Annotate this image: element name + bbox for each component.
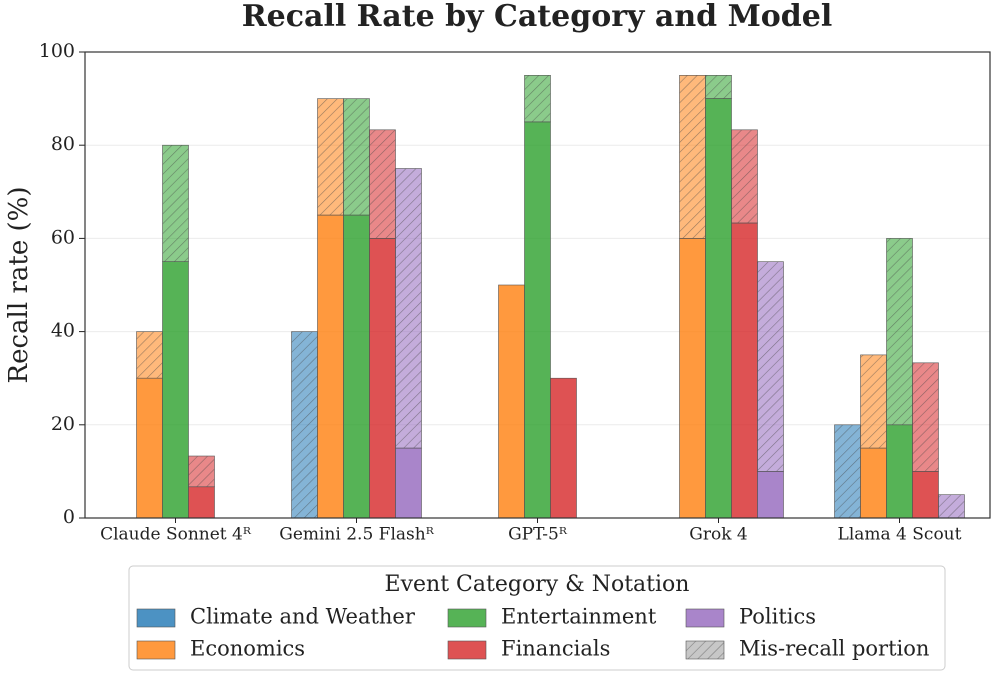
y-tick-label: 80 (51, 133, 75, 155)
mis-recall-bar (731, 129, 758, 224)
x-tick-label: Gemini 2.5 Flashᴿ (279, 525, 434, 545)
legend-box (128, 565, 946, 671)
legend-swatch (685, 640, 725, 660)
legend-swatch (447, 640, 487, 660)
mis-recall-bar (343, 98, 370, 216)
legend-label: Climate and Weather (190, 605, 416, 629)
bar (162, 261, 189, 519)
mis-recall-bar (395, 168, 422, 449)
x-tick-label: Grok 4 (689, 525, 747, 545)
bar (524, 121, 551, 519)
x-tick-label: GPT-5ᴿ (508, 525, 568, 545)
mis-recall-bar (860, 354, 887, 449)
legend-title: Event Category & Notation (385, 572, 690, 597)
mis-recall-bar (679, 75, 706, 239)
bar (731, 222, 758, 519)
bar (369, 238, 396, 519)
y-tick-label: 100 (39, 40, 75, 62)
mis-recall-bar (369, 129, 396, 239)
bar (498, 284, 525, 519)
bar (886, 424, 913, 519)
y-tick-label: 20 (51, 413, 75, 435)
y-tick-label: 0 (63, 506, 75, 528)
bar (395, 447, 422, 519)
bar (912, 471, 939, 519)
x-tick-label: Llama 4 Scout (838, 525, 962, 545)
y-tick-label: 40 (51, 320, 75, 342)
mis-recall-bar (524, 75, 551, 123)
y-axis-label: Recall rate (%) (4, 187, 34, 384)
mis-recall-bar (188, 455, 215, 488)
x-tick-label: Claude Sonnet 4ᴿ (100, 525, 252, 545)
mis-recall-bar (317, 98, 344, 216)
mis-recall-bar (938, 494, 965, 519)
bar (705, 98, 732, 519)
bar (679, 238, 706, 519)
legend-swatch (685, 608, 725, 628)
mis-recall-bar (834, 424, 861, 519)
y-tick-label: 60 (51, 226, 75, 248)
bar (343, 214, 370, 519)
chart-title: Recall Rate by Category and Model (242, 0, 833, 34)
legend-swatch (136, 640, 176, 660)
bar (550, 377, 577, 519)
legend-label: Mis-recall portion (739, 637, 929, 661)
bar (757, 471, 784, 519)
mis-recall-bar (886, 238, 913, 426)
bar (188, 486, 215, 519)
legend-label: Entertainment (501, 605, 657, 629)
mis-recall-bar (705, 75, 732, 99)
bar (317, 214, 344, 519)
bar (860, 447, 887, 519)
legend-label: Economics (190, 637, 305, 661)
mis-recall-bar (291, 331, 318, 519)
bar (136, 377, 163, 519)
legend-label: Financials (501, 637, 610, 661)
legend-label: Politics (739, 605, 816, 629)
mis-recall-bar (912, 362, 939, 472)
legend-swatch (447, 608, 487, 628)
mis-recall-bar (757, 261, 784, 472)
mis-recall-bar (136, 331, 163, 379)
mis-recall-bar (162, 144, 189, 262)
legend-swatch (136, 608, 176, 628)
